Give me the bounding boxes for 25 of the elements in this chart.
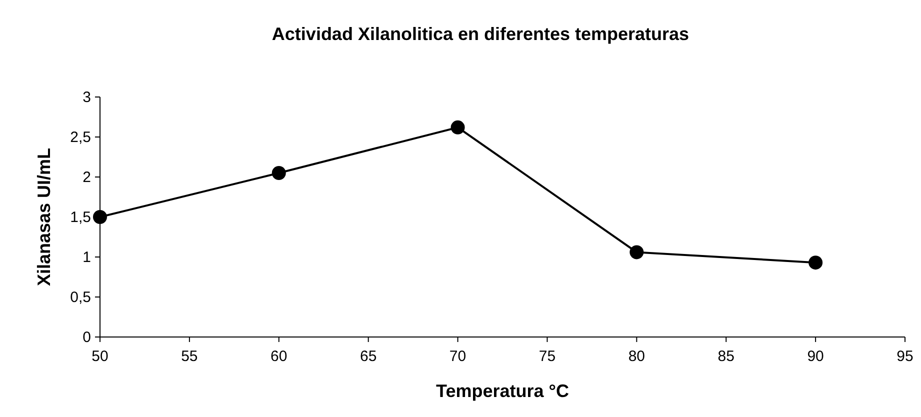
x-tick-label: 80	[628, 348, 646, 365]
x-tick-label: 65	[360, 348, 377, 365]
point	[272, 166, 286, 180]
y-tick-label: 3	[82, 89, 91, 106]
y-tick-label: 1,5	[70, 209, 91, 226]
x-tick-label: 55	[181, 348, 198, 365]
y-tick-label: 2	[82, 169, 91, 186]
x-axis-title: Temperatura °C	[436, 381, 569, 401]
y-tick-label: 2,5	[70, 129, 91, 146]
x-tick-label: 60	[270, 348, 288, 365]
point	[808, 256, 823, 270]
point	[630, 245, 644, 260]
x-tick-label: 90	[807, 348, 824, 365]
y-tick-label: 1	[82, 249, 91, 266]
y-axis-title: Xilanasas UI/mL	[34, 148, 54, 286]
chart-title: Actividad Xilanolitica en diferentes temperaturas	[272, 24, 690, 44]
point	[93, 210, 107, 224]
x-tick-label: 75	[538, 348, 556, 365]
x-tick-label: 85	[718, 348, 734, 365]
x-tick-label: 50	[92, 348, 108, 365]
y-tick-label: 0,5	[70, 289, 91, 306]
y-tick-label: 0	[82, 329, 91, 346]
x-tick-label: 95	[896, 348, 914, 365]
point	[450, 120, 465, 134]
x-tick-label: 70	[449, 348, 466, 365]
